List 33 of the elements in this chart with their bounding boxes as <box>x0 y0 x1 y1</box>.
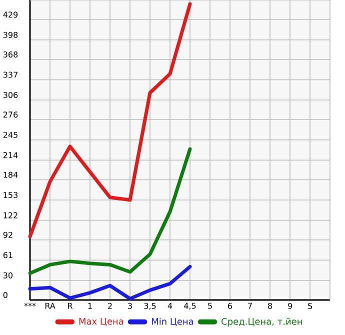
x-tick-label: 4 <box>168 302 172 309</box>
legend-label: Max Цена <box>79 318 124 326</box>
y-tick-label: 368 <box>3 51 18 58</box>
y-tick-label: 122 <box>4 212 18 218</box>
y-tick-label: 276 <box>3 112 18 118</box>
y-tick-label: 92 <box>3 232 12 238</box>
x-tick-label: RA <box>45 302 56 309</box>
y-tick-label: 429 <box>3 12 18 18</box>
y-tick-label: 306 <box>3 92 18 98</box>
x-tick-label: 4,5 <box>184 302 196 310</box>
x-tick-label: 2 <box>108 302 112 309</box>
y-tick-label: 0 <box>3 292 8 298</box>
x-tick-label: 3 <box>128 302 132 309</box>
x-tick-label: 7 <box>248 302 252 309</box>
y-tick-label: 398 <box>3 32 18 38</box>
x-tick-label: 5 <box>208 302 212 309</box>
x-tick-label: 3,5 <box>144 302 156 310</box>
x-tick-label: S <box>308 302 312 309</box>
x-tick-label: 8 <box>268 302 272 309</box>
x-tick-label: *** <box>24 302 36 307</box>
y-tick-label: 245 <box>3 132 18 138</box>
y-tick-label: 153 <box>4 192 18 198</box>
x-tick-label: 1 <box>88 302 92 309</box>
x-tick-label: 9 <box>288 302 292 309</box>
y-tick-label: 184 <box>4 172 18 178</box>
legend-label: Сред.Цена, т.йен <box>222 318 302 327</box>
x-tick-label: R <box>68 302 73 309</box>
legend-label: Min Цена <box>152 318 194 326</box>
x-tick-label: 6 <box>228 302 232 309</box>
y-tick-label: 337 <box>3 72 18 78</box>
y-tick-label: 214 <box>3 152 18 158</box>
y-tick-label: 61 <box>3 252 12 258</box>
y-tick-label: 30 <box>3 272 13 278</box>
